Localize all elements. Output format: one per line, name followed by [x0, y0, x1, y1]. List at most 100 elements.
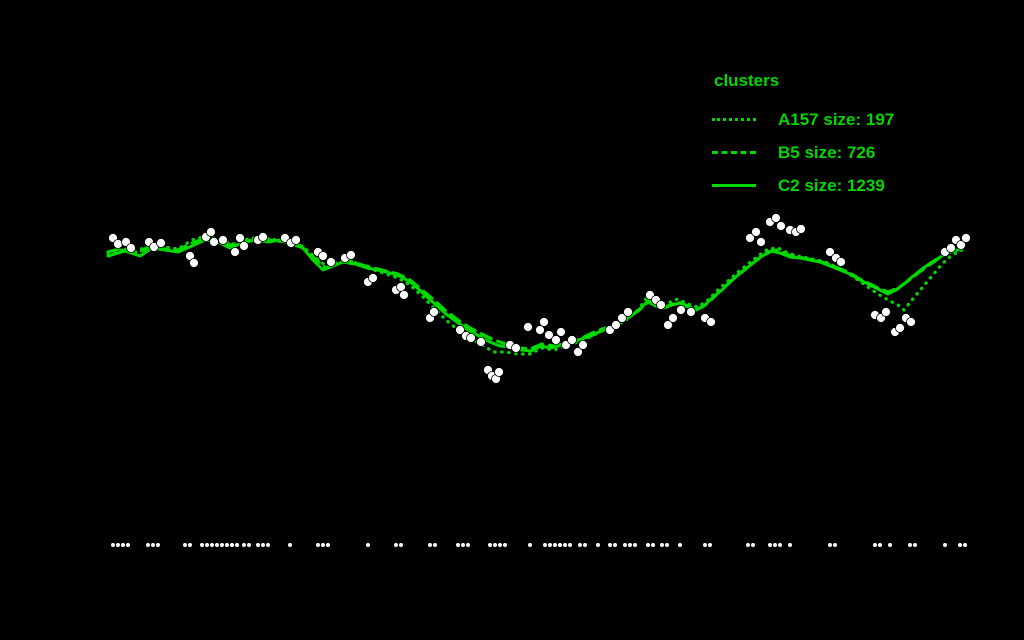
observation-point — [751, 227, 761, 237]
observation-point — [906, 317, 916, 327]
rug-dot — [220, 543, 224, 547]
rug-dot — [247, 543, 251, 547]
rug-dot — [943, 543, 947, 547]
rug-dot — [210, 543, 214, 547]
observation-point — [656, 300, 666, 310]
observation-point — [455, 325, 465, 335]
rug-dot — [461, 543, 465, 547]
legend-label: C2 size: 1239 — [778, 176, 885, 195]
observation-point — [429, 307, 439, 317]
rug-dot — [126, 543, 130, 547]
rug-dot — [660, 543, 664, 547]
observation-point — [476, 337, 486, 347]
observation-point — [291, 235, 301, 245]
rug-dot — [316, 543, 320, 547]
observation-point — [836, 257, 846, 267]
observation-point — [881, 307, 891, 317]
rug-dot — [963, 543, 967, 547]
observation-point — [663, 320, 673, 330]
rug-dot — [321, 543, 325, 547]
rug-dot — [633, 543, 637, 547]
rug-dot — [215, 543, 219, 547]
observation-point — [466, 333, 476, 343]
legend-entry-c2: C2 size: 1239 — [712, 169, 894, 202]
rug-dot — [205, 543, 209, 547]
rug-dot — [183, 543, 187, 547]
rug-dot — [623, 543, 627, 547]
rug-dot — [913, 543, 917, 547]
rug-dot — [578, 543, 582, 547]
observation-point — [511, 343, 521, 353]
observation-point — [611, 320, 621, 330]
rug-dot — [256, 543, 260, 547]
rug-dot — [958, 543, 962, 547]
rug-dot — [773, 543, 777, 547]
observation-point — [895, 323, 905, 333]
rug-dot — [746, 543, 750, 547]
observation-point — [796, 224, 806, 234]
observation-point — [745, 233, 755, 243]
rug-dot — [768, 543, 772, 547]
observation-point — [617, 313, 627, 323]
observation-point — [961, 233, 971, 243]
rug-dot — [788, 543, 792, 547]
observation-point — [318, 251, 328, 261]
observation-point — [206, 227, 216, 237]
observation-point — [113, 239, 123, 249]
observation-point — [399, 290, 409, 300]
rug-dot — [493, 543, 497, 547]
rug-dot — [678, 543, 682, 547]
rug-dot — [878, 543, 882, 547]
rug-dot — [665, 543, 669, 547]
rug-dot — [121, 543, 125, 547]
observation-point — [668, 313, 678, 323]
rug-dot — [873, 543, 877, 547]
rug-dot — [399, 543, 403, 547]
rug-dot — [366, 543, 370, 547]
solid-line-icon — [712, 184, 756, 187]
rug-dot — [548, 543, 552, 547]
observation-point — [551, 335, 561, 345]
rug-dot — [116, 543, 120, 547]
observation-point — [258, 232, 268, 242]
observation-point — [189, 258, 199, 268]
rug-dot — [503, 543, 507, 547]
rug-dot — [266, 543, 270, 547]
observation-point — [368, 273, 378, 283]
observation-point — [326, 257, 336, 267]
observation-point — [556, 327, 566, 337]
rug-dot — [778, 543, 782, 547]
rug-dot — [583, 543, 587, 547]
observation-point — [567, 335, 577, 345]
rug-dot — [558, 543, 562, 547]
observation-point — [825, 247, 835, 257]
rug-dot — [908, 543, 912, 547]
observation-point — [156, 238, 166, 248]
observation-point — [623, 307, 633, 317]
observation-point — [573, 347, 583, 357]
observation-point — [535, 325, 545, 335]
observation-point — [539, 317, 549, 327]
rug-dot — [488, 543, 492, 547]
rug-dot — [428, 543, 432, 547]
rug-dot — [433, 543, 437, 547]
observation-point — [523, 322, 533, 332]
rug-dot — [261, 543, 265, 547]
observation-point — [771, 213, 781, 223]
observation-point — [946, 243, 956, 253]
dotted-line-icon — [712, 118, 756, 121]
rug-dot — [651, 543, 655, 547]
rug-dot — [568, 543, 572, 547]
rug-dot — [200, 543, 204, 547]
rug-dot — [596, 543, 600, 547]
rug-dot — [888, 543, 892, 547]
rug-dot — [235, 543, 239, 547]
observation-point — [686, 307, 696, 317]
rug-dot — [543, 543, 547, 547]
dashed-line-icon — [712, 151, 756, 154]
rug-dot — [188, 543, 192, 547]
observation-point — [578, 340, 588, 350]
rug-dot — [608, 543, 612, 547]
